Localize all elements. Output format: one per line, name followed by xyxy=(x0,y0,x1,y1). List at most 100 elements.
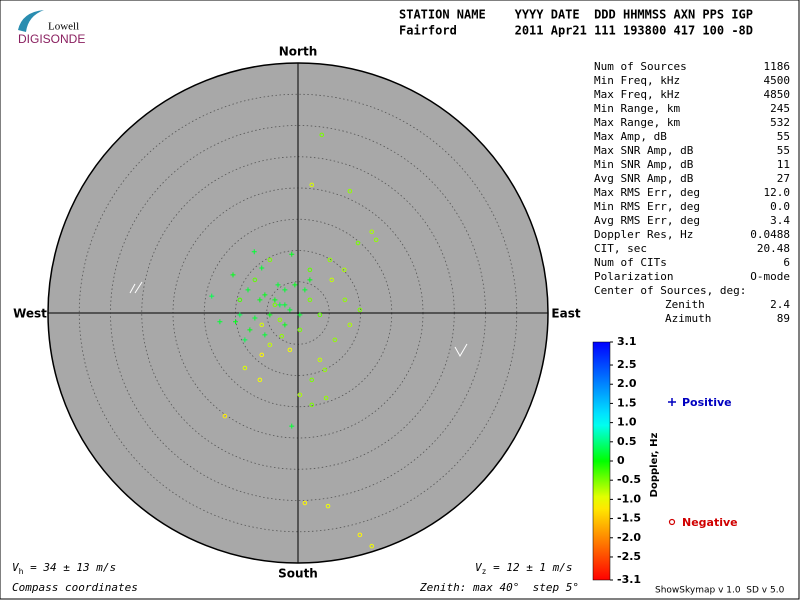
stats-value: 20.48 xyxy=(757,242,790,255)
stats-label: Min RMS Err, deg xyxy=(594,200,700,213)
source-positive xyxy=(230,272,236,278)
stats-value: 532 xyxy=(770,116,790,129)
stats-value: 6 xyxy=(783,256,790,269)
colorbar-tick-label: 3.1 xyxy=(617,335,637,348)
source-positive xyxy=(277,302,283,308)
source-negative xyxy=(317,312,323,318)
colorbar-tick-label: -1.0 xyxy=(617,492,641,505)
source-negative xyxy=(309,402,315,408)
colorbar-tick-label: -0.5 xyxy=(617,473,641,486)
colorbar-tick-label: 1.5 xyxy=(617,396,637,409)
stats-value: O-mode xyxy=(750,270,790,283)
source-negative xyxy=(297,392,303,398)
source-positive xyxy=(282,322,288,328)
source-positive xyxy=(233,319,238,325)
stats-value: 4500 xyxy=(764,74,791,87)
source-negative xyxy=(277,317,283,323)
stats-value: 3.4 xyxy=(770,214,790,227)
source-negative xyxy=(287,347,293,353)
source-positive xyxy=(297,312,303,318)
source-negative xyxy=(319,132,325,138)
stats-label: Center of Sources, deg: xyxy=(594,284,746,297)
stats-label: Polarization xyxy=(594,270,673,283)
header-line: Fairford 2011 Apr21 111 193800 417 100 -… xyxy=(399,24,753,38)
source-positive xyxy=(242,337,248,343)
source-negative xyxy=(252,277,258,283)
source-positive xyxy=(282,302,288,308)
stats-value: 12.0 xyxy=(764,186,791,199)
stats-label: Max Freq, kHz xyxy=(594,88,680,101)
stats-label: Doppler Res, Hz xyxy=(594,228,693,241)
source-negative xyxy=(332,337,338,343)
source-positive xyxy=(259,265,265,271)
source-positive xyxy=(287,307,293,313)
source-negative xyxy=(341,267,347,273)
compass-label: North xyxy=(279,45,317,59)
compass-label: South xyxy=(278,567,318,581)
stats-label: Azimuth xyxy=(665,312,711,325)
colorbar-tick-label: 2.5 xyxy=(617,358,637,371)
stats-label: Min Freq, kHz xyxy=(594,74,680,87)
source-negative xyxy=(297,327,303,333)
stats-label: Max RMS Err, deg xyxy=(594,186,700,199)
colorbar-tick-label: 0.5 xyxy=(617,435,637,448)
source-negative xyxy=(347,322,353,328)
source-negative xyxy=(329,277,335,283)
source-negative xyxy=(307,267,313,273)
source-negative xyxy=(267,342,273,348)
source-positive xyxy=(282,287,288,293)
vz-text: Vz = 12 ± 1 m/s xyxy=(475,561,573,576)
stats-value: 1186 xyxy=(764,60,791,73)
source-positive xyxy=(302,287,308,293)
stats-label: Max SNR Amp, dB xyxy=(594,144,694,157)
stats-value: 11 xyxy=(777,158,790,171)
source-positive xyxy=(247,327,253,333)
source-positive xyxy=(245,287,251,293)
logo-top: Lowell xyxy=(48,21,79,33)
stats-label: Max Amp, dB xyxy=(594,130,667,143)
legend-symbol xyxy=(668,398,676,406)
colorbar-tick-label: 0 xyxy=(617,454,625,467)
stats-value: 27 xyxy=(777,172,790,185)
vh-text: Vh = 34 ± 13 m/s xyxy=(12,561,116,576)
source-negative xyxy=(369,229,375,235)
legend-label: Positive xyxy=(682,396,732,409)
vz-sub: z xyxy=(482,567,487,576)
source-negative xyxy=(325,503,331,509)
colorbar-tick-label: 1.0 xyxy=(617,416,637,429)
vz-symbol: V xyxy=(475,561,483,574)
source-negative xyxy=(369,543,375,549)
coords-text: Compass coordinates xyxy=(12,581,138,594)
source-negative xyxy=(259,352,265,358)
source-negative xyxy=(357,532,363,538)
colorbar-tick-label: -2.5 xyxy=(617,550,641,563)
stats-value: 0.0488 xyxy=(750,228,790,241)
source-negative xyxy=(323,395,329,401)
source-negative xyxy=(307,297,313,303)
colorbar-tick-label: -3.1 xyxy=(617,573,641,586)
stats-label: Zenith xyxy=(665,298,705,311)
source-positive xyxy=(275,282,281,288)
colorbar-label: Doppler, Hz xyxy=(649,433,660,498)
colorbar-tick-label: -1.5 xyxy=(617,512,641,525)
version-text: ShowSkymap v 1.0 SD v 5.0 xyxy=(655,586,785,596)
velocity-marker xyxy=(129,281,143,294)
header-line: STATION NAME YYYY DATE DDD HHMMSS AXN PP… xyxy=(399,8,753,22)
source-positive xyxy=(262,332,268,338)
stats-value: 89 xyxy=(777,312,790,325)
stats-label: Avg SNR Amp, dB xyxy=(594,172,694,185)
stats-label: Min SNR Amp, dB xyxy=(594,158,694,171)
source-positive xyxy=(272,297,278,303)
stats-value: 0.0 xyxy=(770,200,790,213)
stats-value: 245 xyxy=(770,102,790,115)
vz-value: = 12 ± 1 m/s xyxy=(486,561,572,574)
source-negative xyxy=(309,377,315,383)
source-negative xyxy=(302,500,308,506)
source-positive xyxy=(292,282,298,288)
source-negative xyxy=(355,240,361,246)
legend-symbol xyxy=(668,518,676,526)
source-negative xyxy=(279,333,285,339)
source-positive xyxy=(209,293,215,299)
source-positive xyxy=(289,251,295,257)
source-negative xyxy=(357,307,363,313)
